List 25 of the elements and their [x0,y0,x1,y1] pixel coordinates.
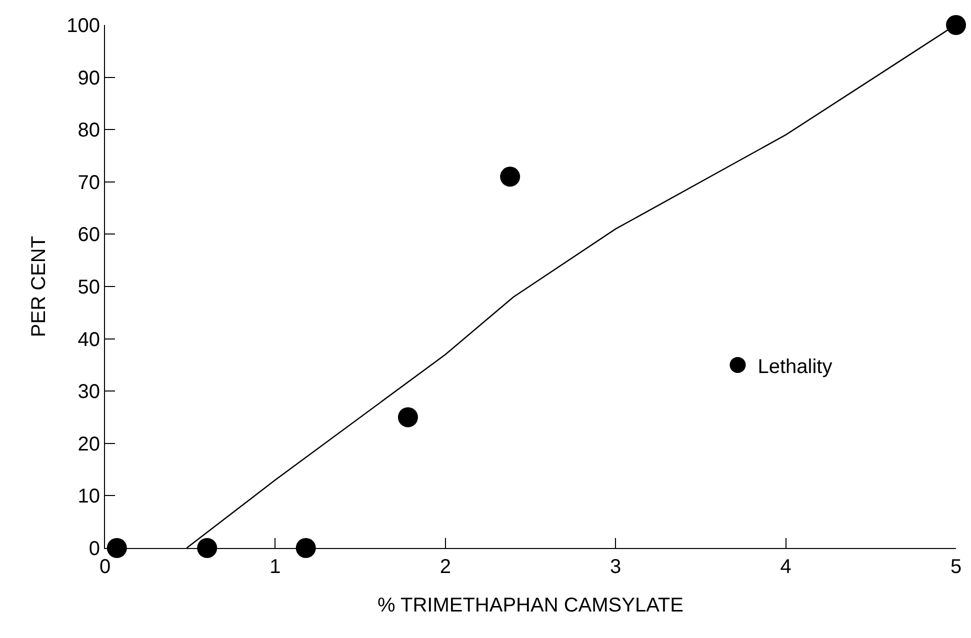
y-tick-label: 10 [78,486,100,508]
x-axis-title: % TRIMETHAPHAN CAMSYLATE [378,594,684,616]
y-tick-label: 80 [78,120,100,142]
point [500,166,520,187]
point [296,538,316,558]
y-tick-label: 30 [78,381,100,404]
y-tick-label: 70 [78,172,100,194]
point [106,538,127,558]
y-axis-title: PER CENT [28,236,50,338]
x-tick-label: 3 [610,556,622,578]
point [197,538,218,558]
y-tick-label: 40 [78,328,100,351]
point [946,15,966,35]
y-tick-label: 50 [78,276,100,298]
legend-label: Lethality [758,356,832,378]
x-tick-label: 5 [950,556,962,578]
x-tick-label: 4 [780,556,792,578]
y-tick-label: 60 [78,224,100,246]
x-tick-label: 1 [270,556,281,578]
y-tick-label: 90 [78,67,100,90]
y-tick-label: 0 [88,538,100,560]
x-tick-label: 2 [440,556,451,578]
point [398,407,418,428]
y-tick-label: 20 [78,433,100,456]
y-tick-label: 100 [66,15,100,37]
